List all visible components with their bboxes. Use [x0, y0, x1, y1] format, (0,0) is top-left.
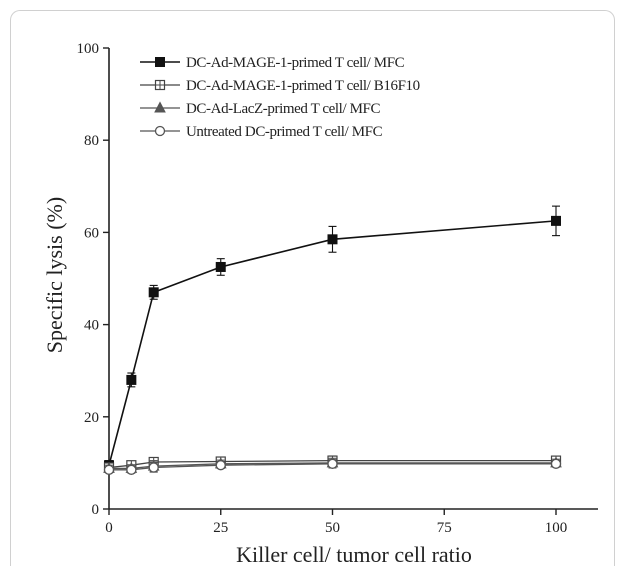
- axes: 0 20 40 60 80 100 0 25 50 75 100: [77, 41, 598, 536]
- data-point: [215, 261, 226, 272]
- data-point: [327, 458, 338, 469]
- legend-label: DC-Ad-LacZ-primed T cell/ MFC: [186, 101, 380, 117]
- series-line: [108, 220, 557, 466]
- data-point: [215, 460, 226, 471]
- x-tick-label: 100: [545, 520, 568, 536]
- data-point: [126, 464, 137, 475]
- series-4: [103, 458, 562, 475]
- figure-frame: [10, 10, 615, 566]
- data-point: [148, 287, 159, 298]
- y-tick-label: 60: [84, 225, 99, 241]
- legend-entry-2: DC-Ad-MAGE-1-primed T cell/ B16F10: [140, 78, 420, 94]
- legend-marker: [154, 125, 166, 137]
- y-tick-label: 20: [84, 410, 99, 426]
- legend-label: Untreated DC-primed T cell/ MFC: [186, 124, 383, 140]
- legend-label: DC-Ad-MAGE-1-primed T cell/ B16F10: [186, 78, 420, 94]
- legend-marker: [154, 101, 166, 113]
- legend-entry-3: DC-Ad-LacZ-primed T cell/ MFC: [140, 101, 381, 117]
- x-tick-label: 0: [105, 520, 113, 536]
- x-tick-label: 75: [437, 520, 452, 536]
- series-layer: [103, 205, 562, 475]
- data-point: [551, 215, 561, 226]
- y-tick-label: 0: [92, 502, 100, 518]
- y-tick-label: 100: [77, 41, 100, 57]
- y-tick-label: 80: [84, 133, 99, 149]
- data-point: [103, 464, 115, 475]
- y-tick-label: 40: [84, 318, 99, 334]
- legend-entry-4: Untreated DC-primed T cell/ MFC: [140, 124, 383, 140]
- data-point: [327, 234, 338, 245]
- y-axis-title: Specific lysis (%): [42, 197, 67, 353]
- data-point: [126, 374, 137, 385]
- x-tick-label: 25: [213, 520, 228, 536]
- x-axis-title: Killer cell/ tumor cell ratio: [236, 542, 472, 567]
- legend-marker: [154, 79, 166, 91]
- data-point: [550, 458, 562, 469]
- data-point: [148, 462, 159, 473]
- legend-entry-1: DC-Ad-MAGE-1-primed T cell/ MFC: [140, 55, 405, 71]
- legend-marker: [155, 57, 165, 67]
- legend: DC-Ad-MAGE-1-primed T cell/ MFC DC-Ad-MAG…: [140, 55, 420, 140]
- x-tick-label: 50: [325, 520, 340, 536]
- legend-label: DC-Ad-MAGE-1-primed T cell/ MFC: [186, 55, 405, 71]
- series-1: [104, 205, 561, 471]
